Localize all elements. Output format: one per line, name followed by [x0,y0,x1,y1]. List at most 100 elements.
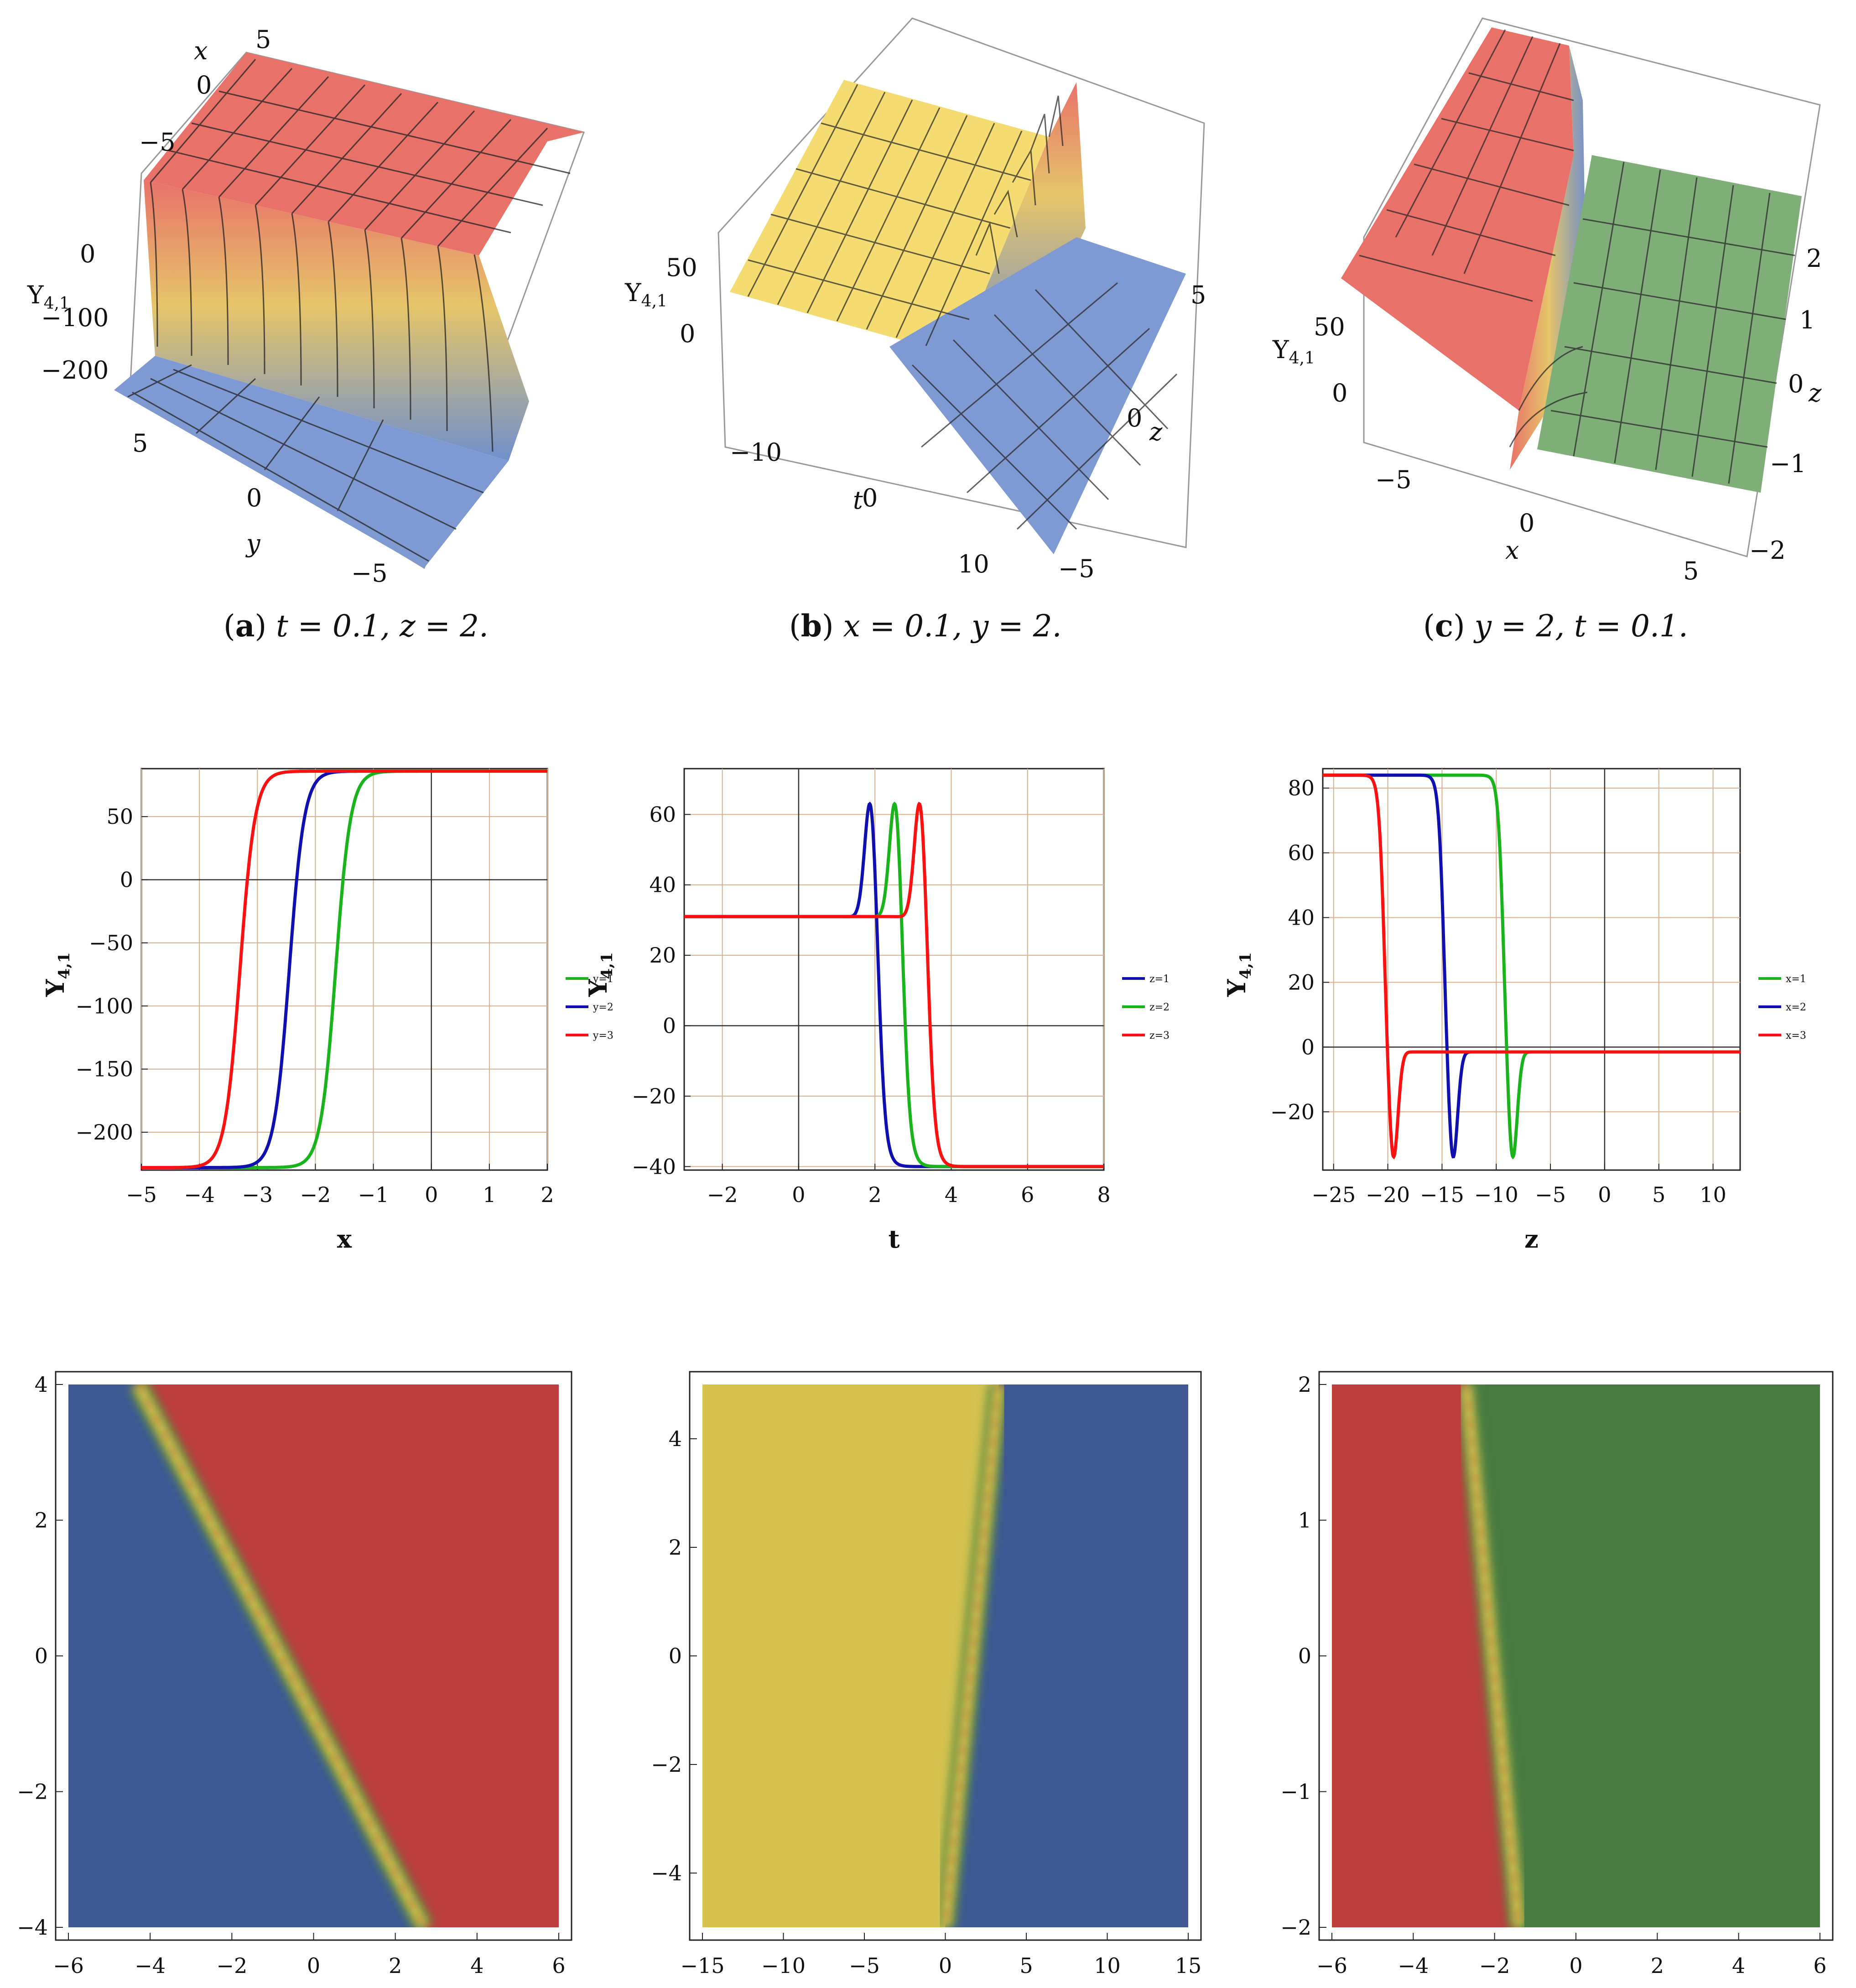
x-tick-label: −3 [242,1182,273,1207]
c-axis-z-label: z [1808,379,1822,407]
surface-a: x 5 0 −5 5 0 y −5 0 −100 −200 Υ4,1 (a) t… [27,25,585,644]
legend-label: x=2 [1786,1002,1806,1013]
x-tick-label: −1 [358,1182,389,1207]
b-tick: 0 [1127,404,1142,432]
x-tick-label: 4 [470,1953,483,1978]
x-tick-label: 0 [1569,1953,1582,1978]
b-tick: 50 [666,253,697,282]
series-line-z=3 [684,801,1104,1168]
x-axis-label: z [1524,1224,1539,1254]
x-tick-label: 0 [425,1182,438,1207]
y-tick-label: 60 [1288,841,1315,865]
c-tick: 2 [1806,244,1822,273]
y-tick-label: 0 [1301,1035,1315,1059]
a-tick: 5 [132,429,148,458]
a-tick: −100 [41,303,109,332]
line-chart-d: −5 −4 −3 −2 −1 0 1 2500−50−100−150−200xΥ4,1y=1y… [41,768,613,1254]
legend-label: y=3 [593,1030,613,1041]
y-axis-label: Υ4,1 [1222,952,1255,997]
region-left [68,1384,424,1927]
a-tick: 0 [196,71,212,99]
surface-b: −10 t 0 10 5 0 z −5 50 0 Υ4,1 (b) x = 0.… [624,17,1206,644]
y-tick-label: −2 [17,1780,48,1804]
a-tick: 5 [255,25,271,54]
c-tick: 0 [1519,509,1534,537]
x-tick-label: 0 [307,1953,320,1978]
x-tick-label: −5 [849,1953,880,1978]
b-tick: 0 [862,484,878,512]
x-tick-label: −4 [1398,1953,1429,1978]
x-tick-label: 2 [541,1182,554,1207]
y-tick-label: −150 [76,1057,133,1082]
x-tick-label: 5 [1652,1182,1665,1207]
y-tick-label: 60 [649,802,676,827]
y-tick-label: 2 [35,1508,48,1533]
x-tick-label: −25 [1311,1182,1356,1207]
c-tick: 5 [1683,557,1699,585]
interface-yellow [940,1384,1004,1927]
x-tick-label: −10 [761,1953,806,1978]
caption-c: (c) y = 2, t = 0.1. [1423,608,1688,644]
c-value-label: Υ4,1 [1272,335,1315,368]
x-tick-label: −15 [680,1953,724,1978]
x-tick-label: 0 [792,1182,805,1207]
legend-label: z=3 [1149,1030,1170,1041]
c-tick: −5 [1375,465,1412,494]
line-chart-f: −25 −20 −15 −10 −5 0 5 10 80 60 40 20 0 −20 z Υ4,1 x=1 x=… [1222,768,1806,1254]
y-tick-label: −100 [76,994,133,1018]
y-axis-label: Υ4,1 [41,952,73,997]
x-tick-label: 10 [1700,1182,1726,1207]
surface-c: −5 0 x 5 2 1 0 z −1 −2 50 0 Υ4,1 (c) y =… [1272,17,1822,644]
x-axis-label: x [337,1224,352,1254]
y-tick-label: 50 [106,804,133,829]
x-tick-label: 5 [1019,1953,1033,1978]
plot-frame [683,768,1105,1171]
interface-yellow [1461,1384,1524,1927]
y-tick-label: −2 [651,1752,682,1777]
c-tick: 0 [1788,369,1804,398]
b-axis-t-label: t [853,486,863,515]
y-tick-label: −200 [76,1120,133,1145]
x-tick-label: 6 [1813,1953,1826,1978]
legend-label: x=1 [1786,973,1806,985]
x-tick-label: −2 [1479,1953,1510,1978]
heatmap-field [68,1384,559,1927]
x-tick-label: 8 [1097,1182,1110,1207]
x-tick-label: −4 [184,1182,215,1207]
x-tick-label: 6 [552,1953,565,1978]
y-tick-label: −1 [1280,1780,1311,1804]
x-tick-label: 4 [945,1182,958,1207]
x-tick-label: −6 [1316,1953,1347,1978]
x-tick-label: −5 [126,1182,157,1207]
y-tick-label: 40 [649,873,676,897]
y-tick-label: 2 [669,1535,682,1560]
y-tick-label: 0 [669,1644,682,1668]
caption-b: (b) x = 0.1, y = 2. [789,608,1062,644]
c-tick: 1 [1799,306,1815,334]
y-tick-label: 0 [1298,1644,1311,1668]
y-tick-label: −50 [89,931,133,955]
x-axis-label: t [889,1224,900,1254]
x-tick-label: −10 [1474,1182,1518,1207]
y-tick-label: 0 [120,868,133,892]
interface-red [136,1384,426,1927]
y-tick-label: 80 [1288,776,1315,801]
b-tick: −5 [1058,554,1095,583]
region-left [702,1384,999,1927]
b-axis-z-label: z [1149,417,1163,446]
x-tick-label: 15 [1175,1953,1202,1978]
plot-frame [140,768,548,1171]
y-tick-label: −20 [632,1084,676,1108]
surface-a-top [144,52,584,255]
y-tick-label: 20 [1288,970,1315,994]
c-tick: 50 [1314,312,1345,341]
plot-frame [1322,768,1741,1171]
b-value-label: Υ4,1 [624,278,667,311]
a-tick: −200 [41,356,109,385]
y-tick-label: −4 [651,1861,682,1885]
surface-c-floor [1537,155,1802,493]
a-axis-x-label: x [194,36,208,65]
c-tick: −2 [1749,536,1786,565]
x-tick-label: 2 [389,1953,402,1978]
